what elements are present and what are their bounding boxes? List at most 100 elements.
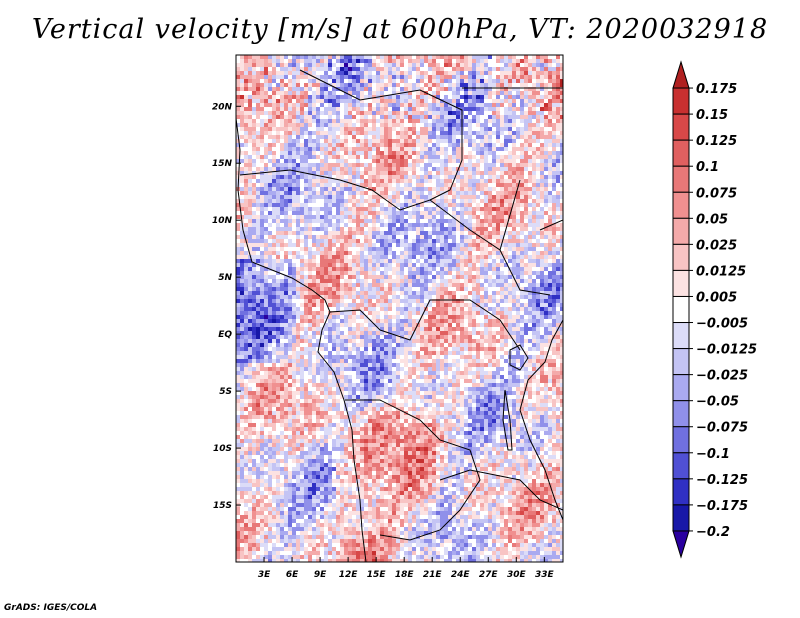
- field-cell: [540, 151, 544, 155]
- field-cell: [552, 283, 556, 287]
- field-cell: [376, 107, 380, 111]
- field-cell: [340, 55, 344, 59]
- field-cell: [272, 183, 276, 187]
- field-cell: [316, 79, 320, 83]
- field-cell: [340, 247, 344, 251]
- field-cell: [432, 275, 436, 279]
- field-cell: [556, 183, 560, 187]
- field-cell: [256, 283, 260, 287]
- field-cell: [352, 263, 356, 267]
- field-cell: [328, 207, 332, 211]
- field-cell: [492, 207, 496, 211]
- field-cell: [392, 131, 396, 135]
- field-cell: [344, 243, 348, 247]
- field-cell: [316, 83, 320, 87]
- field-cell: [280, 267, 284, 271]
- field-cell: [376, 91, 380, 95]
- field-cell: [256, 211, 260, 215]
- field-cell: [420, 195, 424, 199]
- field-cell: [516, 135, 520, 139]
- field-cell: [336, 247, 340, 251]
- field-cell: [336, 271, 340, 275]
- field-cell: [280, 235, 284, 239]
- field-cell: [288, 195, 292, 199]
- field-cell: [344, 267, 348, 271]
- field-cell: [372, 179, 376, 183]
- field-cell: [512, 91, 516, 95]
- field-cell: [440, 131, 444, 135]
- field-cell: [376, 291, 380, 295]
- field-cell: [480, 63, 484, 67]
- field-cell: [388, 87, 392, 91]
- field-cell: [500, 151, 504, 155]
- field-cell: [392, 71, 396, 75]
- field-cell: [516, 55, 520, 59]
- field-cell: [496, 87, 500, 91]
- field-cell: [388, 275, 392, 279]
- field-cell: [396, 159, 400, 163]
- field-cell: [396, 63, 400, 67]
- field-cell: [236, 147, 240, 151]
- field-cell: [528, 223, 532, 227]
- field-cell: [360, 147, 364, 151]
- field-cell: [544, 59, 548, 63]
- field-cell: [348, 279, 352, 283]
- field-cell: [236, 195, 240, 199]
- field-cell: [504, 263, 508, 267]
- field-cell: [548, 71, 552, 75]
- field-cell: [468, 183, 472, 187]
- field-cell: [312, 267, 316, 271]
- field-cell: [384, 279, 388, 283]
- field-cell: [284, 207, 288, 211]
- field-cell: [388, 247, 392, 251]
- field-cell: [340, 75, 344, 79]
- field-cell: [312, 179, 316, 183]
- field-cell: [508, 279, 512, 283]
- field-cell: [356, 271, 360, 275]
- field-cell: [384, 115, 388, 119]
- field-cell: [436, 279, 440, 283]
- field-cell: [452, 255, 456, 259]
- field-cell: [372, 75, 376, 79]
- field-cell: [256, 143, 260, 147]
- field-cell: [508, 111, 512, 115]
- field-cell: [428, 291, 432, 295]
- field-cell: [392, 287, 396, 291]
- field-cell: [316, 95, 320, 99]
- field-cell: [524, 283, 528, 287]
- field-cell: [468, 155, 472, 159]
- field-cell: [524, 71, 528, 75]
- field-cell: [468, 119, 472, 123]
- field-cell: [432, 91, 436, 95]
- field-cell: [384, 147, 388, 151]
- field-cell: [504, 79, 508, 83]
- field-cell: [388, 159, 392, 163]
- field-cell: [496, 59, 500, 63]
- field-cell: [292, 191, 296, 195]
- field-cell: [320, 83, 324, 87]
- field-cell: [276, 143, 280, 147]
- field-cell: [496, 291, 500, 295]
- field-cell: [448, 87, 452, 91]
- field-cell: [504, 295, 508, 299]
- field-cell: [488, 63, 492, 67]
- field-cell: [452, 135, 456, 139]
- field-cell: [320, 259, 324, 263]
- field-cell: [396, 123, 400, 127]
- field-cell: [480, 111, 484, 115]
- field-cell: [372, 291, 376, 295]
- field-cell: [552, 191, 556, 195]
- field-cell: [500, 119, 504, 123]
- field-cell: [284, 107, 288, 111]
- field-cell: [456, 255, 460, 259]
- field-cell: [496, 95, 500, 99]
- field-cell: [408, 163, 412, 167]
- field-cell: [468, 135, 472, 139]
- field-cell: [556, 255, 560, 259]
- field-cell: [332, 103, 336, 107]
- field-cell: [272, 111, 276, 115]
- field-cell: [416, 255, 420, 259]
- field-cell: [368, 291, 372, 295]
- field-cell: [544, 195, 548, 199]
- field-cell: [444, 111, 448, 115]
